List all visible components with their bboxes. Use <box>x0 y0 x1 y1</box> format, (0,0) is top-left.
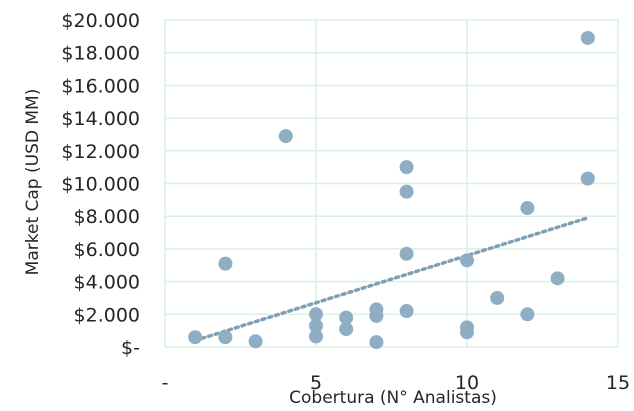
data-point <box>278 129 293 144</box>
y-tick-label: $10.000 <box>61 174 140 196</box>
data-point <box>399 304 414 319</box>
y-axis-ticks: $- $2.000 $4.000 $6.000 $8.000 $10.000 $12.000… <box>61 10 140 359</box>
data-point <box>369 335 384 350</box>
y-axis-label: Market Cap (USD MM) <box>23 89 43 276</box>
data-point <box>218 330 233 345</box>
data-point <box>580 171 595 186</box>
y-tick-label: $18.000 <box>61 43 140 65</box>
data-point <box>339 322 354 337</box>
trendline <box>193 216 590 343</box>
y-tick-label: $4.000 <box>74 272 140 294</box>
grid-lines <box>164 19 619 348</box>
data-point <box>218 256 233 271</box>
trendline-group <box>193 216 590 343</box>
data-point <box>309 307 323 322</box>
data-point <box>520 307 535 322</box>
data-point <box>460 253 474 268</box>
data-point <box>399 246 414 261</box>
data-point <box>369 308 384 323</box>
y-tick-label: $2.000 <box>74 304 140 326</box>
data-point <box>309 318 323 333</box>
data-point <box>188 330 203 345</box>
x-axis-ticks: - 5 10 15 <box>162 372 631 394</box>
data-point <box>460 325 474 340</box>
data-point <box>399 160 414 175</box>
x-axis-label: Cobertura (N° Analistas) <box>289 388 497 408</box>
data-point <box>580 30 595 45</box>
y-tick-label: $6.000 <box>74 239 140 261</box>
data-point <box>309 329 323 344</box>
y-tick-label: $12.000 <box>61 141 140 163</box>
x-tick-label: 10 <box>455 372 479 394</box>
x-tick-label: 5 <box>310 372 322 394</box>
x-tick-label: 15 <box>606 372 630 394</box>
y-tick-label: $20.000 <box>61 10 140 32</box>
data-point <box>520 201 535 216</box>
data-points <box>188 30 595 350</box>
data-point <box>399 184 414 199</box>
data-point <box>550 271 565 286</box>
y-tick-label: $- <box>121 337 140 359</box>
data-point <box>490 290 505 305</box>
x-tick-label: - <box>162 372 169 394</box>
y-tick-label: $8.000 <box>74 206 140 228</box>
data-point <box>248 334 263 349</box>
y-tick-label: $16.000 <box>61 75 140 97</box>
y-tick-label: $14.000 <box>61 108 140 130</box>
data-point <box>339 310 354 325</box>
